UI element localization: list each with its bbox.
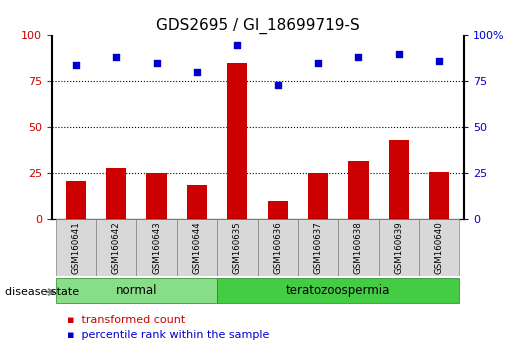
FancyBboxPatch shape xyxy=(96,219,136,276)
Text: teratozoospermia: teratozoospermia xyxy=(286,284,390,297)
Point xyxy=(314,60,322,66)
Text: GSM160644: GSM160644 xyxy=(193,221,201,274)
FancyBboxPatch shape xyxy=(217,278,459,303)
Bar xyxy=(389,140,409,219)
Bar xyxy=(187,184,207,219)
Point xyxy=(112,55,120,60)
FancyBboxPatch shape xyxy=(56,278,217,303)
Text: GSM160642: GSM160642 xyxy=(112,221,121,274)
Point xyxy=(435,58,443,64)
Point xyxy=(152,60,161,66)
Text: ▪  transformed count: ▪ transformed count xyxy=(67,315,185,325)
FancyBboxPatch shape xyxy=(136,219,177,276)
FancyBboxPatch shape xyxy=(177,219,217,276)
FancyBboxPatch shape xyxy=(379,219,419,276)
FancyBboxPatch shape xyxy=(338,219,379,276)
Text: GSM160635: GSM160635 xyxy=(233,221,242,274)
Text: GSM160639: GSM160639 xyxy=(394,222,403,274)
Bar xyxy=(429,172,450,219)
Text: GSM160637: GSM160637 xyxy=(314,221,322,274)
Bar xyxy=(65,181,86,219)
Bar xyxy=(106,168,126,219)
Text: normal: normal xyxy=(115,284,157,297)
Point xyxy=(193,69,201,75)
Text: GSM160636: GSM160636 xyxy=(273,221,282,274)
Text: ▪  percentile rank within the sample: ▪ percentile rank within the sample xyxy=(67,330,269,339)
Text: GSM160638: GSM160638 xyxy=(354,221,363,274)
FancyBboxPatch shape xyxy=(298,219,338,276)
FancyBboxPatch shape xyxy=(258,219,298,276)
Bar xyxy=(348,161,369,219)
Point xyxy=(72,62,80,68)
FancyBboxPatch shape xyxy=(217,219,258,276)
FancyBboxPatch shape xyxy=(56,219,96,276)
Point xyxy=(273,82,282,88)
Text: GSM160643: GSM160643 xyxy=(152,221,161,274)
FancyBboxPatch shape xyxy=(419,219,459,276)
Text: GSM160640: GSM160640 xyxy=(435,221,444,274)
Bar xyxy=(146,173,167,219)
Point xyxy=(233,42,242,47)
Point xyxy=(354,55,363,60)
Title: GDS2695 / GI_18699719-S: GDS2695 / GI_18699719-S xyxy=(156,18,359,34)
Bar xyxy=(227,63,247,219)
Text: GSM160641: GSM160641 xyxy=(71,221,80,274)
Bar xyxy=(268,201,288,219)
Text: disease state: disease state xyxy=(5,287,79,297)
Point xyxy=(395,51,403,57)
Bar xyxy=(308,173,328,219)
